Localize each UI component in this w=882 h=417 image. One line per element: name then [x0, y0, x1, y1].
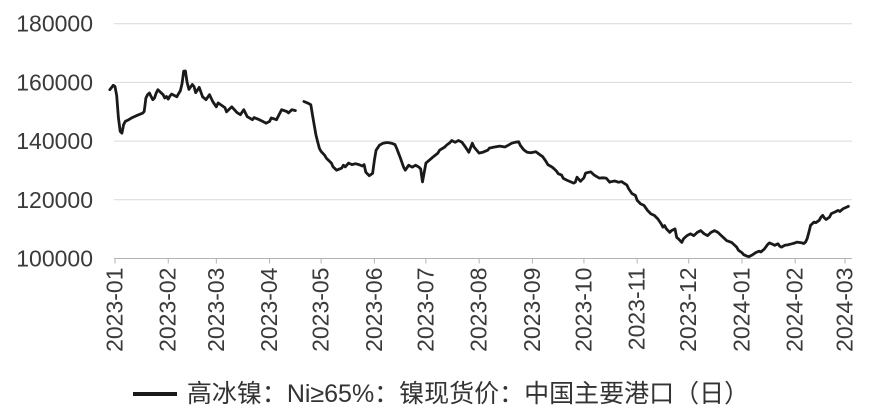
x-axis-tick-label: 2023-08	[466, 268, 492, 352]
y-axis-tick-label: 180000	[16, 11, 93, 37]
x-axis-tick-label: 2023-09	[519, 268, 545, 352]
x-axis-tick-label: 2024-02	[782, 268, 808, 352]
y-axis-tick-label: 120000	[16, 187, 93, 213]
x-axis-tick-label: 2023-04	[256, 267, 282, 352]
y-axis-tick-label: 160000	[16, 69, 93, 95]
x-axis-tick-label: 2023-01	[102, 268, 128, 352]
x-axis-tick-label: 2023-02	[155, 268, 181, 352]
y-axis-tick-label: 140000	[16, 128, 93, 154]
x-axis-tick-label: 2023-11	[624, 268, 650, 351]
y-axis-tick-label: 100000	[16, 246, 93, 272]
legend-label: 高冰镍：Ni≥65%：镍现货价：中国主要港口（日）	[186, 380, 750, 408]
chart-svg: 100000 120000 140000 160000 180000 2023-01 202…	[16, 11, 858, 352]
x-axis-tick-label: 2023-05	[308, 268, 334, 352]
x-axis-tick-label: 2023-07	[412, 268, 438, 352]
x-axis-tick-label: 2023-03	[203, 268, 229, 352]
legend: 高冰镍：Ni≥65%：镍现货价：中国主要港口（日）	[0, 379, 882, 409]
x-axis-tick-label: 2024-01	[728, 268, 754, 352]
legend-line-swatch	[132, 392, 177, 396]
price-line	[302, 100, 850, 259]
x-axis-tick-label: 2023-12	[675, 268, 701, 352]
x-axis-tick-label: 2024-03	[832, 268, 858, 352]
price-line	[108, 69, 297, 135]
x-axis-tick-label: 2023-10	[570, 268, 596, 352]
x-axis-tick-label: 2023-06	[361, 268, 387, 352]
